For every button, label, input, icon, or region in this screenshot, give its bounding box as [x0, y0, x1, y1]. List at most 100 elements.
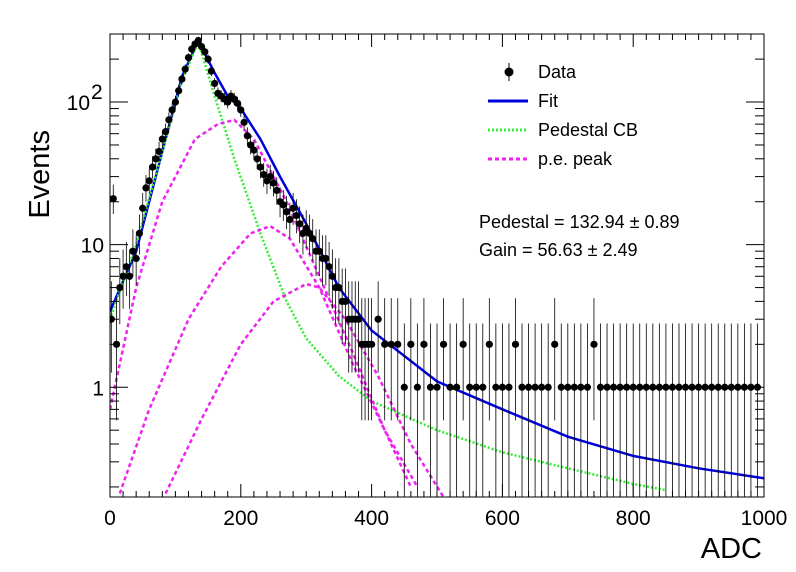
data-point-76	[354, 315, 363, 323]
data-point-111	[570, 383, 578, 391]
data-point-7	[129, 247, 137, 255]
data-point-133	[714, 383, 722, 391]
data-point-129	[688, 383, 696, 391]
data-point-123	[649, 383, 657, 391]
data-point-39	[233, 99, 242, 107]
data-point-128	[681, 383, 690, 391]
data-point-120	[629, 383, 637, 391]
x-tick-label: 0	[104, 507, 116, 530]
data-point-49	[266, 173, 274, 181]
data-point-21	[175, 87, 183, 95]
x-tick-label: 600	[485, 507, 520, 530]
data-point-136	[734, 383, 742, 391]
data-point-8	[132, 254, 140, 263]
data-point-84	[394, 340, 402, 348]
data-point-22	[178, 75, 186, 83]
data-point-100	[498, 383, 506, 391]
data-point-97	[479, 383, 487, 391]
data-point-137	[740, 383, 748, 391]
data-point-55	[286, 215, 294, 224]
data-point-94	[459, 340, 467, 348]
data-point-43	[247, 141, 255, 149]
series-curve-4	[118, 224, 412, 494]
y-tick-label: 10	[67, 92, 90, 115]
data-point-135	[727, 383, 735, 391]
data-point-108	[551, 340, 559, 348]
data-point-27	[194, 36, 202, 45]
data-point-116	[603, 383, 611, 391]
data-point-18	[165, 116, 173, 124]
data-points-layer	[110, 36, 762, 497]
data-point-107	[544, 383, 552, 391]
data-point-15	[155, 147, 163, 156]
data-point-70	[335, 283, 343, 292]
data-point-10	[139, 204, 147, 212]
data-point-118	[616, 383, 624, 391]
data-point-61	[305, 229, 314, 237]
data-point-53	[279, 201, 287, 209]
data-point-5	[122, 263, 130, 271]
data-point-103	[518, 383, 526, 391]
data-point-54	[282, 208, 291, 216]
data-point-134	[721, 383, 729, 391]
data-point-36	[224, 98, 232, 106]
data-point-51	[273, 186, 281, 195]
x-tick-label: 1000	[741, 507, 788, 530]
data-point-11	[142, 184, 150, 192]
data-point-19	[168, 106, 176, 114]
data-point-88	[420, 340, 428, 348]
data-point-6	[126, 272, 134, 280]
data-point-68	[328, 272, 336, 280]
legend: Data Fit Pedestal CB p.e. peak	[488, 62, 638, 169]
data-point-87	[413, 383, 421, 391]
data-point-1	[110, 195, 117, 203]
data-point-3	[116, 283, 124, 292]
data-point-40	[237, 106, 245, 114]
data-point-112	[577, 383, 585, 391]
data-point-131	[701, 383, 709, 391]
data-point-130	[695, 383, 703, 391]
data-point-56	[289, 204, 297, 212]
x-tick-label: 800	[616, 507, 651, 530]
data-point-113	[583, 383, 592, 391]
data-point-45	[253, 155, 261, 163]
legend-label-1: Fit	[538, 91, 558, 111]
data-point-125	[662, 383, 670, 391]
data-point-98	[485, 340, 493, 348]
data-point-44	[250, 146, 258, 154]
data-point-58	[296, 220, 304, 228]
y-axis-label: Events	[24, 130, 56, 219]
data-point-104	[524, 383, 533, 391]
y-tick-label: 1	[92, 377, 104, 400]
series-curve-2	[110, 37, 667, 492]
y-tick-label: 10	[81, 235, 104, 258]
data-point-30	[204, 55, 212, 63]
data-point-66	[322, 254, 330, 263]
data-point-90	[433, 383, 441, 391]
data-point-17	[161, 128, 170, 136]
data-point-132	[708, 383, 716, 391]
data-point-117	[609, 383, 618, 391]
legend-label-3: p.e. peak	[538, 149, 613, 169]
x-tick-label: 200	[223, 507, 258, 530]
fit-result-0: Pedestal = 132.94 ± 0.89	[479, 212, 680, 232]
data-point-109	[557, 383, 565, 391]
data-point-99	[492, 383, 500, 391]
data-point-13	[148, 163, 157, 171]
data-point-72	[341, 297, 350, 305]
data-point-119	[623, 383, 631, 391]
data-point-80	[368, 340, 376, 348]
data-point-14	[152, 155, 160, 163]
data-point-28	[197, 42, 206, 51]
data-point-85	[400, 383, 408, 391]
data-point-24	[184, 53, 193, 62]
series-curve-3	[110, 118, 419, 488]
data-point-127	[675, 383, 683, 391]
data-point-126	[668, 383, 677, 391]
legend-label-2: Pedestal CB	[538, 120, 638, 140]
data-point-93	[453, 383, 461, 391]
data-point-82	[381, 340, 389, 348]
data-point-31	[207, 67, 215, 75]
data-point-92	[446, 383, 454, 391]
data-point-42	[243, 132, 251, 140]
